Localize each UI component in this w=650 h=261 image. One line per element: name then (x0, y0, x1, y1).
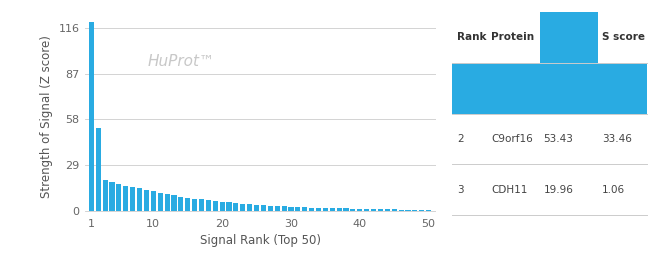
Bar (233, 203, 239, 211)
Bar (343, 209, 348, 211)
Bar (247, 204, 252, 211)
Bar (130, 187, 135, 211)
Bar (96, 128, 101, 211)
Text: S score: S score (602, 32, 645, 42)
Text: 3: 3 (457, 185, 463, 195)
Text: CDH11: CDH11 (491, 185, 528, 195)
Bar (220, 202, 225, 211)
Text: 19.96: 19.96 (543, 185, 573, 195)
Bar (406, 210, 411, 211)
Bar (358, 209, 363, 211)
Bar (206, 200, 211, 211)
Text: 66.1: 66.1 (602, 83, 625, 93)
Bar (178, 197, 183, 211)
Bar (295, 207, 300, 211)
Text: C9orf16: C9orf16 (491, 134, 533, 144)
Bar (137, 188, 142, 211)
Bar (89, 22, 94, 211)
Text: 33.46: 33.46 (602, 134, 632, 144)
Text: Resistin: Resistin (491, 83, 532, 93)
Bar (157, 193, 162, 211)
Bar (172, 195, 177, 211)
Bar (185, 198, 190, 211)
Bar (391, 209, 396, 211)
Y-axis label: Strength of Signal (Z score): Strength of Signal (Z score) (40, 35, 53, 198)
Text: Protein: Protein (491, 32, 534, 42)
Text: 1.06: 1.06 (602, 185, 625, 195)
Bar (144, 189, 149, 211)
Bar (261, 205, 266, 211)
Bar (124, 186, 129, 211)
Bar (213, 201, 218, 211)
Bar (412, 210, 417, 211)
Bar (316, 208, 321, 211)
Bar (398, 210, 404, 211)
Bar (364, 209, 369, 211)
Bar (426, 210, 431, 211)
Bar (199, 199, 204, 211)
Bar (226, 203, 231, 211)
Bar (254, 205, 259, 211)
Bar (274, 206, 280, 211)
X-axis label: Signal Rank (Top 50): Signal Rank (Top 50) (200, 234, 320, 247)
Bar (268, 206, 273, 211)
Bar (371, 209, 376, 211)
Bar (302, 207, 307, 211)
Bar (116, 184, 122, 211)
Bar (151, 191, 156, 211)
Text: HuProt™: HuProt™ (148, 54, 215, 68)
Bar (309, 207, 314, 211)
Bar (192, 199, 197, 211)
Bar (350, 209, 356, 211)
Bar (289, 207, 294, 211)
Text: 119.53: 119.53 (543, 83, 580, 93)
Text: 53.43: 53.43 (543, 134, 573, 144)
Bar (378, 209, 383, 211)
Bar (281, 206, 287, 211)
Bar (103, 180, 108, 211)
Text: Z score: Z score (543, 32, 586, 42)
Bar (164, 194, 170, 211)
Text: Rank: Rank (457, 32, 486, 42)
Bar (330, 208, 335, 211)
Bar (109, 182, 114, 211)
Bar (419, 210, 424, 211)
Text: 1: 1 (457, 83, 463, 93)
Bar (240, 204, 245, 211)
Text: 2: 2 (457, 134, 463, 144)
Bar (385, 209, 390, 211)
Bar (323, 208, 328, 211)
Bar (337, 208, 342, 211)
